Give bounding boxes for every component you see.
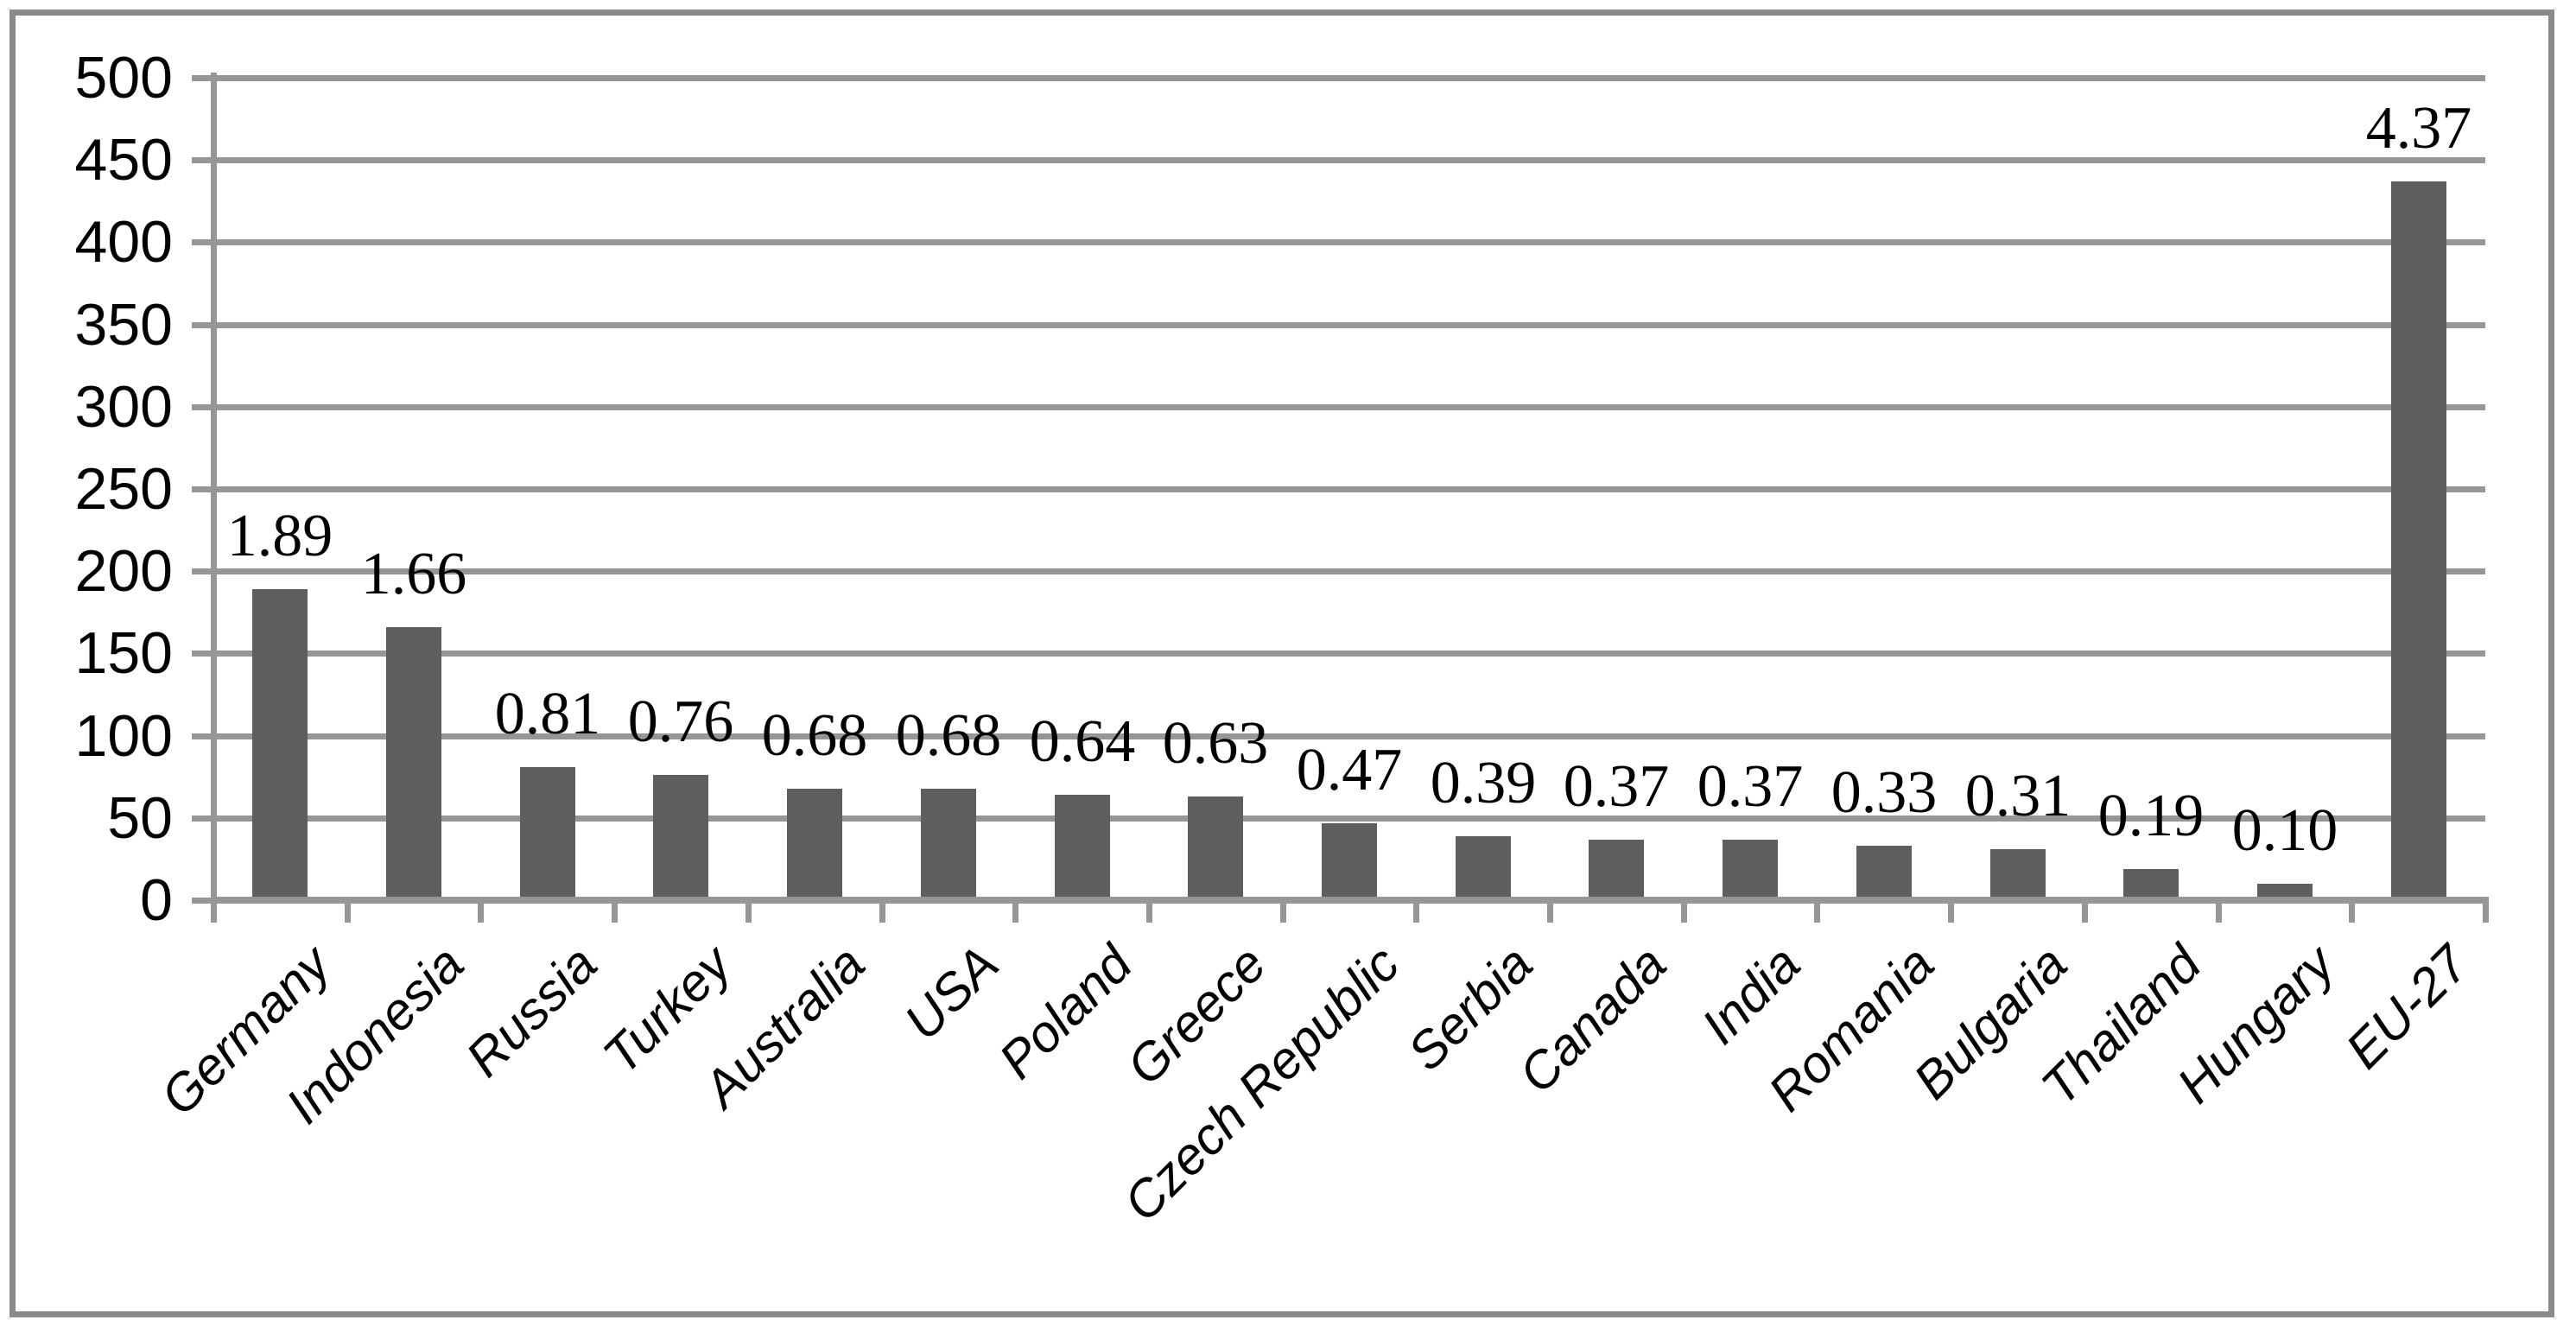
bar-value-label: 0.19 <box>2097 783 2205 849</box>
y-axis-tick-350 <box>192 321 213 328</box>
y-axis-tick-0 <box>192 898 213 904</box>
bar-value-label: 0.37 <box>1697 753 1804 820</box>
y-axis-tick-label: 400 <box>74 209 173 276</box>
bar-turkey <box>653 775 708 900</box>
x-axis-line <box>211 897 2489 904</box>
x-axis-tick-1 <box>344 900 351 923</box>
bar-value-label: 0.68 <box>761 702 868 769</box>
x-axis-tick-5 <box>879 900 885 923</box>
x-axis-tick-11 <box>1680 900 1687 923</box>
bar-value-label: 0.31 <box>1964 763 2072 829</box>
bar-value-label: 0.81 <box>494 681 601 747</box>
y-axis-tick-100 <box>192 733 213 739</box>
y-axis-tick-label: 450 <box>74 127 173 194</box>
x-axis-tick-14 <box>2081 900 2088 923</box>
bar-bulgaria <box>1990 849 2046 900</box>
gridline-500 <box>213 75 2485 81</box>
gridline-200 <box>213 568 2485 575</box>
y-axis-tick-label: 150 <box>74 620 173 687</box>
x-axis-category-label: Russia <box>454 934 609 1088</box>
bar-germany <box>252 589 308 900</box>
bar-value-label: 1.89 <box>226 503 333 569</box>
x-axis-tick-9 <box>1413 900 1420 923</box>
x-axis-tick-2 <box>478 900 485 923</box>
gridline-250 <box>213 486 2485 492</box>
x-axis-category-label: Canada <box>1507 934 1678 1104</box>
y-axis-tick-label: 200 <box>74 538 173 605</box>
x-axis-tick-10 <box>1547 900 1554 923</box>
gridline-300 <box>213 403 2485 410</box>
y-axis-tick-label: 100 <box>74 702 173 769</box>
gridline-150 <box>213 650 2485 657</box>
x-axis-tick-12 <box>1814 900 1821 923</box>
x-axis-category-label: India <box>1691 934 1811 1056</box>
y-axis-line <box>211 73 217 904</box>
y-axis-tick-500 <box>192 75 213 81</box>
x-axis-tick-4 <box>745 900 752 923</box>
bar-value-label: 0.64 <box>1029 708 1136 775</box>
bar-russia <box>520 767 575 900</box>
x-axis-tick-8 <box>1279 900 1286 923</box>
bar-value-label: 0.33 <box>1830 759 1938 826</box>
y-axis-tick-label: 350 <box>74 291 173 358</box>
y-axis-tick-400 <box>192 239 213 246</box>
x-axis-tick-13 <box>1948 900 1955 923</box>
bar-czech-republic <box>1322 823 1377 900</box>
x-axis-tick-3 <box>612 900 619 923</box>
bar-value-label: 0.47 <box>1296 737 1403 803</box>
y-axis-tick-300 <box>192 403 213 410</box>
gridline-350 <box>213 321 2485 328</box>
bar-value-label: 1.66 <box>360 541 467 607</box>
bar-value-label: 0.76 <box>627 689 734 755</box>
bar-india <box>1723 840 1778 900</box>
y-axis-tick-label: 0 <box>140 867 173 933</box>
x-axis-tick-17 <box>2483 900 2489 923</box>
bar-poland <box>1055 795 1110 900</box>
y-axis-tick-200 <box>192 568 213 575</box>
y-axis-tick-250 <box>192 486 213 492</box>
gridline-100 <box>213 733 2485 739</box>
x-axis-tick-15 <box>2215 900 2222 923</box>
gridline-400 <box>213 239 2485 246</box>
figure-border <box>10 10 2554 1317</box>
y-axis-tick-label: 50 <box>107 784 173 851</box>
y-axis-tick-label: 500 <box>74 45 173 111</box>
x-axis-tick-7 <box>1145 900 1152 923</box>
bar-indonesia <box>386 627 441 900</box>
y-axis-tick-50 <box>192 815 213 822</box>
y-axis-tick-450 <box>192 157 213 164</box>
x-axis-category-label: Poland <box>987 934 1143 1090</box>
bar-australia <box>787 789 842 900</box>
gridline-50 <box>213 815 2485 822</box>
x-axis-tick-16 <box>2349 900 2356 923</box>
bar-thailand <box>2123 869 2179 900</box>
bar-value-label: 0.10 <box>2231 797 2338 864</box>
bar-usa <box>921 789 976 900</box>
bar-value-label: 0.63 <box>1162 710 1269 777</box>
x-axis-tick-6 <box>1012 900 1019 923</box>
x-axis-category-label: USA <box>892 934 1010 1051</box>
bar-serbia <box>1456 836 1511 900</box>
gridline-450 <box>213 157 2485 164</box>
bar-canada <box>1589 840 1644 900</box>
bar-greece <box>1188 796 1243 900</box>
x-axis-tick-0 <box>211 900 217 923</box>
bar-eu-27 <box>2391 181 2446 900</box>
bar-value-label: 4.37 <box>2365 95 2472 162</box>
x-axis-category-label: EU-27 <box>2334 934 2479 1080</box>
bar-value-label: 0.68 <box>895 702 1002 769</box>
bar-value-label: 0.39 <box>1430 750 1537 816</box>
y-axis-tick-150 <box>192 650 213 657</box>
bar-romania <box>1856 846 1912 900</box>
bar-hungary <box>2257 884 2313 900</box>
y-axis-tick-label: 250 <box>74 456 173 522</box>
y-axis-tick-label: 300 <box>74 373 173 440</box>
bar-value-label: 0.37 <box>1563 753 1670 820</box>
